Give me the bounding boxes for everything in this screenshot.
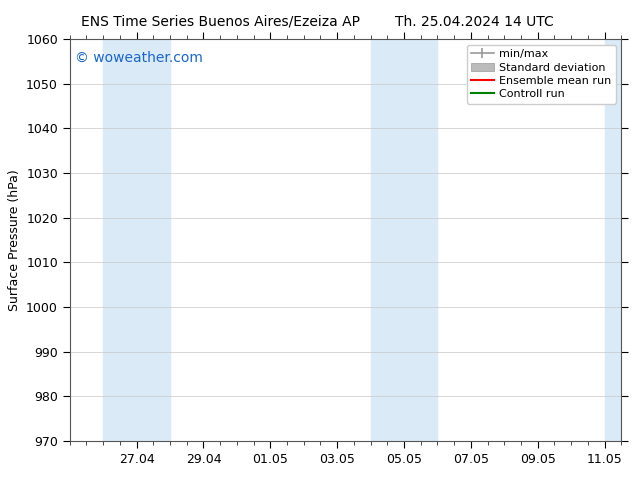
Bar (371, 39, 437, 441)
Text: ENS Time Series Buenos Aires/Ezeiza AP        Th. 25.04.2024 14 UTC: ENS Time Series Buenos Aires/Ezeiza AP T… (81, 15, 553, 29)
Legend: min/max, Standard deviation, Ensemble mean run, Controll run: min/max, Standard deviation, Ensemble me… (467, 45, 616, 104)
Bar (605, 39, 621, 441)
Text: © woweather.com: © woweather.com (75, 51, 203, 65)
Bar (103, 39, 170, 441)
Y-axis label: Surface Pressure (hPa): Surface Pressure (hPa) (8, 169, 20, 311)
